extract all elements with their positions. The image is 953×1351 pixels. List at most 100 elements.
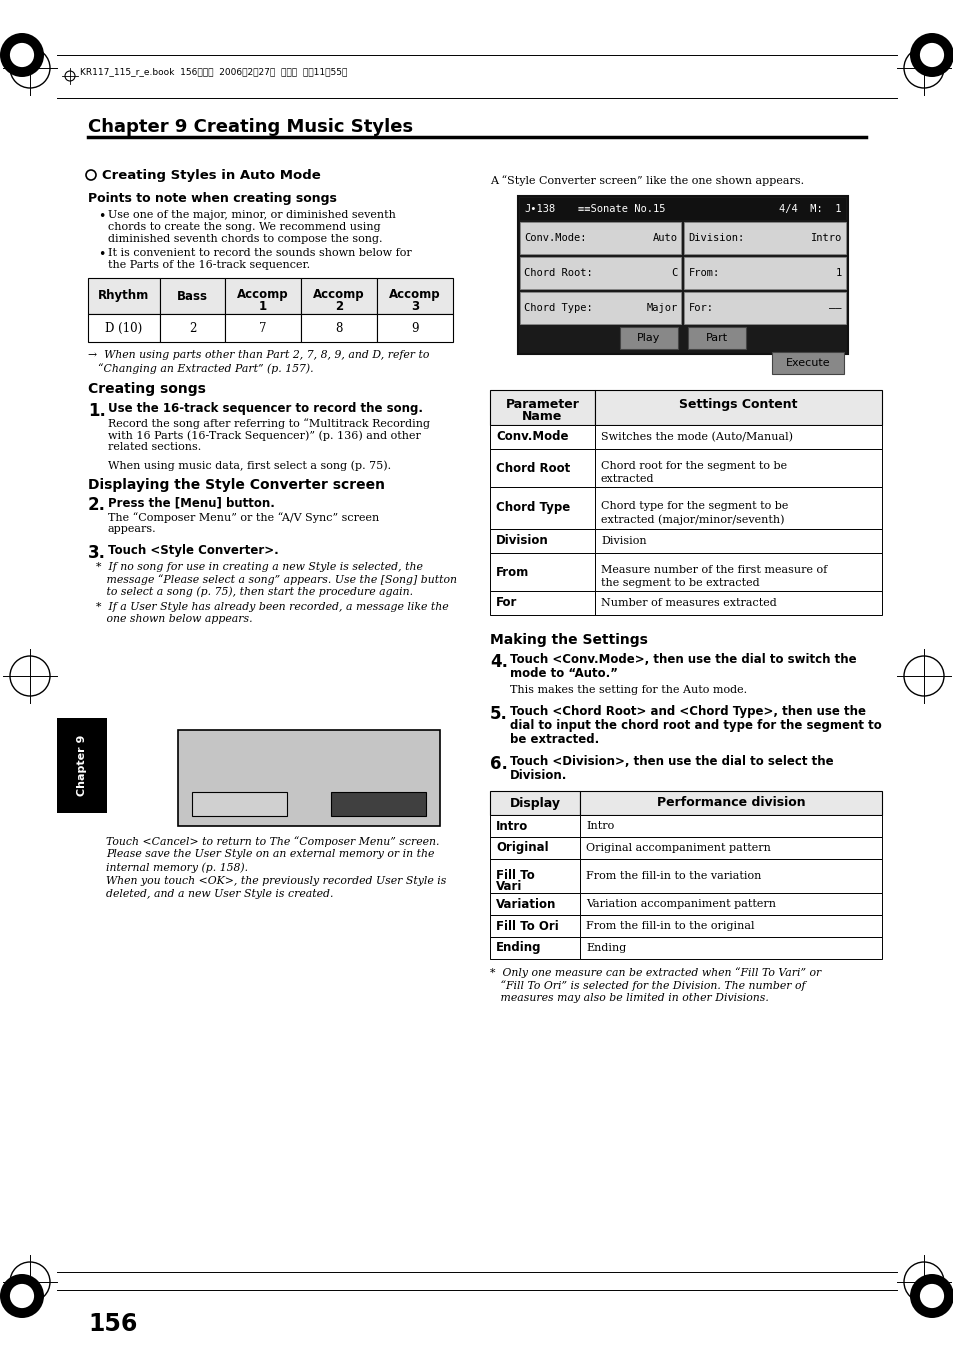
Text: KR117_115_r_e.book  156ページ  2006年2月27日  月曜日  午前11時55分: KR117_115_r_e.book 156ページ 2006年2月27日 月曜日… [80,68,347,77]
Bar [376,313,453,342]
Bar [160,313,225,342]
Text: measures may also be limited in other Divisions.: measures may also be limited in other Di… [490,993,768,1002]
Text: Original: Original [496,842,548,854]
Text: From the fill-in to the original: From the fill-in to the original [585,921,754,931]
Text: 4.: 4. [490,653,507,671]
Bar [178,730,439,825]
Bar [490,530,595,553]
Text: Chord type for the segment to be: Chord type for the segment to be [600,501,787,511]
Bar [579,815,882,838]
Bar [579,859,882,893]
Text: When you touch <OK>, the previously recorded User Style is: When you touch <OK>, the previously reco… [106,875,446,886]
Text: Display: Display [509,797,560,809]
Bar [301,278,376,313]
Text: dial to input the chord root and type for the segment to: dial to input the chord root and type fo… [510,719,881,732]
Bar [684,257,845,289]
Bar [579,790,882,815]
Circle shape [0,32,44,77]
Text: 4/4  M:  1: 4/4 M: 1 [779,204,841,213]
Bar [579,838,882,859]
Text: Points to note when creating songs: Points to note when creating songs [88,192,336,205]
Text: J•138: J•138 [523,204,555,213]
Text: Accomp: Accomp [389,288,440,301]
Text: 156: 156 [88,1312,137,1336]
Text: Name: Name [521,409,562,423]
Text: Ending: Ending [496,942,541,955]
Text: Touch <Style Converter>.: Touch <Style Converter>. [108,544,278,557]
Text: Measure number of the first measure of: Measure number of the first measure of [600,565,826,576]
Text: Cancel: Cancel [219,797,258,811]
Bar [301,313,376,342]
Circle shape [909,32,953,77]
Text: Touch <Chord Root> and <Chord Type>, then use the: Touch <Chord Root> and <Chord Type>, the… [510,705,865,717]
Text: Touch <Division>, then use the dial to select the: Touch <Division>, then use the dial to s… [510,755,833,767]
Bar [490,859,579,893]
Text: diminished seventh chords to compose the song.: diminished seventh chords to compose the… [108,234,382,245]
Circle shape [909,1274,953,1319]
Circle shape [10,43,34,68]
Text: *  Only one measure can be extracted when “Fill To Vari” or: * Only one measure can be extracted when… [490,967,821,978]
Text: The “Composer Menu” or the “A/V Sync” screen: The “Composer Menu” or the “A/V Sync” sc… [108,512,379,523]
Text: Record the song after referring to “Multitrack Recording: Record the song after referring to “Mult… [108,417,430,428]
Text: Conv.Mode: Conv.Mode [496,431,568,443]
Bar [684,292,845,324]
Text: Making the Settings: Making the Settings [490,634,647,647]
Text: the Parts of the 16-track sequencer.: the Parts of the 16-track sequencer. [108,259,310,270]
Bar [160,278,225,313]
Text: 5.: 5. [490,705,507,723]
Text: Creating Styles in Auto Mode: Creating Styles in Auto Mode [102,169,320,181]
Bar [490,790,579,815]
Text: Switches the mode (Auto/Manual): Switches the mode (Auto/Manual) [600,432,792,442]
Text: Settings Content: Settings Content [679,399,797,411]
Text: extracted (major/minor/seventh): extracted (major/minor/seventh) [600,513,783,524]
Text: Variation accompaniment pattern: Variation accompaniment pattern [585,898,775,909]
Bar [579,938,882,959]
Text: mode to “Auto.”: mode to “Auto.” [510,667,618,680]
Bar [490,838,579,859]
Bar [490,590,595,615]
Bar [579,915,882,938]
Text: deleted, and a new User Style is created.: deleted, and a new User Style is created… [106,889,334,898]
Bar [225,278,301,313]
Text: Please save the User Style on an external memory or in the: Please save the User Style on an externa… [106,848,434,859]
Text: Original accompaniment pattern: Original accompaniment pattern [585,843,770,852]
Text: the segment to be extracted: the segment to be extracted [600,578,759,588]
Bar [595,530,882,553]
Bar [225,313,301,342]
Text: message “Please select a song” appears. Use the [Song] button: message “Please select a song” appears. … [96,574,456,585]
Circle shape [919,43,943,68]
Text: Ending: Ending [585,943,625,952]
Text: Division: Division [600,536,646,546]
Text: Chord Root:: Chord Root: [523,267,592,278]
Bar [490,915,579,938]
Text: From the fill-in to the variation: From the fill-in to the variation [585,871,760,881]
Text: Intro: Intro [496,820,528,832]
Text: Chord Type: Chord Type [496,501,570,515]
Text: Execute: Execute [785,358,829,367]
Text: Bass: Bass [177,289,208,303]
Text: Intro: Intro [810,232,841,243]
Text: Division:: Division: [688,232,744,243]
Bar [490,449,595,486]
Bar [595,553,882,590]
Text: Accomp: Accomp [237,288,289,301]
Text: For:: For: [688,303,713,313]
Text: 6.: 6. [490,755,507,773]
Text: Rhythm: Rhythm [98,289,150,303]
Text: Use one of the major, minor, or diminished seventh: Use one of the major, minor, or diminish… [108,209,395,220]
Text: Chapter 9: Chapter 9 [77,735,87,796]
Text: Creating songs: Creating songs [88,382,206,396]
Text: with 16 Parts (16-Track Sequencer)” (p. 136) and other: with 16 Parts (16-Track Sequencer)” (p. … [108,430,420,440]
Text: Fill To Ori: Fill To Ori [496,920,558,932]
Bar [684,222,845,254]
Text: From:: From: [688,267,719,278]
Bar [490,815,579,838]
Text: →  When using parts other than Part 2, 7, 8, 9, and D, refer to: → When using parts other than Part 2, 7,… [88,350,429,359]
Text: *  If a User Style has already been recorded, a message like the: * If a User Style has already been recor… [96,603,448,612]
Text: appears.: appears. [108,524,156,534]
Text: Number of measures extracted: Number of measures extracted [600,598,776,608]
Text: Press the [Menu] button.: Press the [Menu] button. [108,496,274,509]
Text: 1: 1 [835,267,841,278]
Text: Performance division: Performance division [656,797,804,809]
Text: related sections.: related sections. [108,442,201,453]
